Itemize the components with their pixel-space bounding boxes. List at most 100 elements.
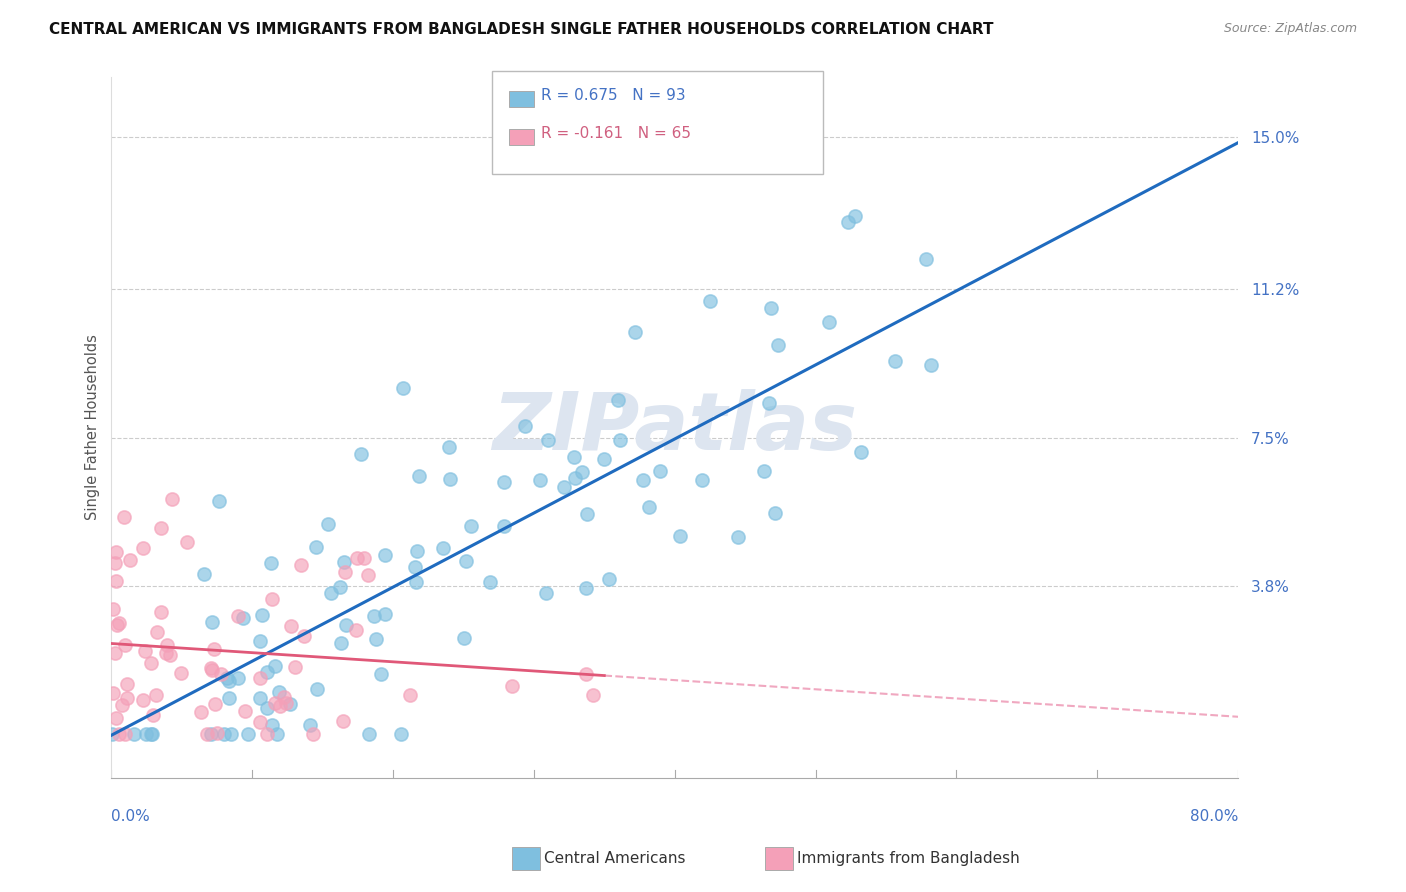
Point <box>564 471 586 485</box>
Point <box>329 580 352 594</box>
Point <box>262 718 284 732</box>
Point <box>111 698 134 712</box>
Point <box>149 605 172 619</box>
Point <box>513 419 536 434</box>
Point <box>298 718 321 732</box>
Point <box>103 686 125 700</box>
Point <box>104 556 127 570</box>
Point <box>408 469 430 483</box>
Point <box>398 688 420 702</box>
Point <box>139 726 162 740</box>
Text: Source: ZipAtlas.com: Source: ZipAtlas.com <box>1223 22 1357 36</box>
Point <box>264 696 287 710</box>
Point <box>553 480 575 494</box>
Point <box>346 550 368 565</box>
Point <box>669 529 692 543</box>
Point <box>374 548 396 562</box>
Point <box>332 714 354 729</box>
Point <box>118 552 141 566</box>
Point <box>176 534 198 549</box>
Point <box>631 473 654 487</box>
Point <box>218 674 240 689</box>
Point <box>228 671 250 685</box>
Point <box>763 506 786 520</box>
Point <box>479 575 502 590</box>
Point <box>699 293 721 308</box>
Point <box>432 541 454 556</box>
Point <box>439 472 461 486</box>
Point <box>233 704 256 718</box>
Point <box>114 726 136 740</box>
Point <box>104 647 127 661</box>
Point <box>494 475 516 490</box>
Point <box>256 665 278 680</box>
Point <box>329 636 352 650</box>
Point <box>170 665 193 680</box>
Text: R = 0.675   N = 93: R = 0.675 N = 93 <box>541 88 686 103</box>
Point <box>766 337 789 351</box>
Point <box>250 607 273 622</box>
Point <box>249 690 271 705</box>
Point <box>238 726 260 740</box>
Point <box>266 726 288 740</box>
Point <box>357 567 380 582</box>
Text: ZIPatlas: ZIPatlas <box>492 389 858 467</box>
Point <box>249 715 271 730</box>
Point <box>256 726 278 740</box>
Point <box>318 516 340 531</box>
Point <box>112 509 135 524</box>
Point <box>155 646 177 660</box>
Point <box>374 607 396 621</box>
Point <box>159 648 181 662</box>
Point <box>333 555 356 569</box>
Point <box>849 445 872 459</box>
Point <box>221 726 243 740</box>
Point <box>321 586 343 600</box>
Point <box>274 696 297 710</box>
Point <box>104 545 127 559</box>
Point <box>202 641 225 656</box>
Y-axis label: Single Father Households: Single Father Households <box>86 334 100 520</box>
Point <box>363 609 385 624</box>
Point <box>727 530 749 544</box>
Point <box>758 395 780 409</box>
Point <box>200 661 222 675</box>
Point <box>582 689 605 703</box>
Point <box>150 521 173 535</box>
Point <box>534 586 557 600</box>
Point <box>249 633 271 648</box>
Point <box>349 447 371 461</box>
Point <box>406 544 429 558</box>
Point <box>193 567 215 582</box>
Point <box>460 518 482 533</box>
Point <box>142 708 165 723</box>
Text: CENTRAL AMERICAN VS IMMIGRANTS FROM BANGLADESH SINGLE FATHER HOUSEHOLDS CORRELAT: CENTRAL AMERICAN VS IMMIGRANTS FROM BANG… <box>49 22 994 37</box>
Point <box>105 711 128 725</box>
Point <box>690 473 713 487</box>
Point <box>537 433 560 447</box>
Point <box>101 602 124 616</box>
Point <box>108 726 131 740</box>
Point <box>571 465 593 479</box>
Point <box>256 701 278 715</box>
Point <box>609 433 631 447</box>
Point <box>883 354 905 368</box>
Point <box>156 638 179 652</box>
Point <box>201 663 224 677</box>
Point <box>260 592 283 607</box>
Point <box>307 681 329 696</box>
Point <box>575 666 598 681</box>
Point <box>353 551 375 566</box>
Point <box>273 690 295 704</box>
Point <box>214 726 236 740</box>
Point <box>131 693 153 707</box>
Text: Immigrants from Bangladesh: Immigrants from Bangladesh <box>797 851 1019 865</box>
Point <box>280 697 302 711</box>
Point <box>606 392 628 407</box>
Point <box>837 215 859 229</box>
Point <box>218 690 240 705</box>
Point <box>357 726 380 740</box>
Point <box>141 726 163 740</box>
Point <box>105 617 128 632</box>
Point <box>915 252 938 267</box>
